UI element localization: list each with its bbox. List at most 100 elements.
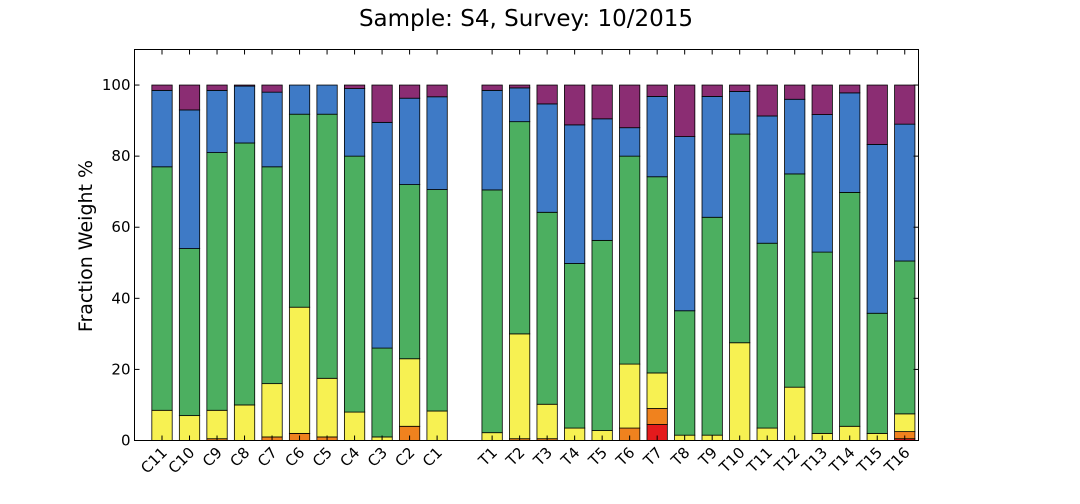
- y-axis-ticks: 0 20 40 60 80 100: [102, 76, 919, 450]
- bar-segment: [619, 155, 641, 365]
- bar-segment: [316, 113, 338, 379]
- bar-segment: [233, 85, 256, 144]
- x-tick-label: T4: [557, 444, 584, 471]
- bar-segment: [756, 242, 778, 429]
- x-tick-label: C2: [392, 444, 419, 471]
- y-tick-label: 80: [111, 147, 130, 165]
- y-tick-label: 60: [111, 218, 130, 236]
- bar-segment: [536, 103, 558, 213]
- bar-segment: [674, 310, 696, 436]
- bar-segment: [646, 372, 668, 409]
- bar-segment: [564, 124, 586, 264]
- bar-segment: [481, 89, 503, 191]
- x-tick-label: C8: [226, 444, 253, 471]
- x-tick-label: C6: [281, 444, 308, 471]
- bar-segment: [701, 216, 723, 436]
- bar-segment: [646, 176, 668, 374]
- bar-segment: [756, 115, 778, 244]
- bar-segment: [784, 98, 806, 175]
- x-tick-label: T12: [770, 444, 803, 477]
- bar-segment: [701, 96, 723, 218]
- x-tick-label: T2: [502, 444, 529, 471]
- bar-segment: [784, 386, 806, 441]
- x-tick-label: T15: [853, 444, 886, 477]
- bar-segment: [151, 89, 173, 168]
- bar-segment: [426, 189, 448, 412]
- bar-segment: [206, 409, 228, 440]
- x-tick-label: T13: [798, 444, 831, 477]
- bar-segment: [178, 248, 201, 417]
- bar-segment: [729, 91, 751, 135]
- bar-segment: [371, 347, 393, 438]
- bar-segment: [784, 84, 806, 100]
- bar-segment: [674, 136, 696, 312]
- bar-segment: [729, 342, 751, 441]
- bar-segment: [894, 123, 916, 262]
- bar-segment: [481, 84, 503, 91]
- bar-segment: [509, 87, 531, 123]
- bar-segment: [646, 84, 668, 97]
- bar-segment: [426, 84, 448, 98]
- bar-segment: [811, 251, 833, 434]
- bar-segment: [399, 184, 421, 360]
- bar-segment: [894, 84, 916, 125]
- bar-segment: [371, 84, 393, 123]
- bar-segment: [674, 84, 696, 137]
- bar-segment: [206, 152, 228, 411]
- bar-segment: [343, 84, 366, 90]
- bar-segment: [233, 84, 256, 87]
- x-tick-label: T5: [584, 444, 611, 471]
- bar-segment: [343, 155, 366, 413]
- bar-segment: [811, 84, 833, 115]
- bar-segment: [481, 189, 503, 434]
- x-tick-label: T10: [715, 444, 748, 477]
- bar-segment: [619, 127, 641, 157]
- bar-segment: [288, 84, 311, 115]
- bar-segment: [811, 114, 833, 253]
- bar-segment: [591, 239, 613, 431]
- bar-segment: [261, 84, 283, 93]
- y-tick-label: 20: [111, 360, 130, 378]
- bar-segment: [509, 84, 531, 89]
- bar-segment: [426, 96, 448, 190]
- x-tick-label: C9: [199, 444, 226, 471]
- bar-segment: [178, 109, 201, 249]
- bar-segment: [564, 84, 586, 126]
- bar-segment: [536, 84, 558, 105]
- bar-segment: [591, 118, 613, 241]
- x-tick-label: T3: [529, 444, 556, 471]
- x-tick-label: T1: [474, 444, 501, 471]
- bar-segment: [509, 333, 531, 440]
- bar-segment: [839, 92, 861, 193]
- bar-segment: [756, 84, 778, 117]
- y-axis-label: Fraction Weight %: [75, 160, 97, 332]
- bar-segment: [866, 84, 888, 145]
- x-tick-label: T6: [612, 444, 639, 471]
- y-tick-label: 100: [102, 76, 131, 94]
- bar-segment: [619, 363, 641, 429]
- x-tick-label: C7: [254, 444, 281, 471]
- bar-segment: [233, 142, 256, 406]
- bars-layer: [151, 84, 916, 441]
- bar-segment: [399, 84, 421, 99]
- bar-segment: [399, 97, 421, 185]
- x-tick-label: T8: [667, 444, 694, 471]
- bar-segment: [261, 383, 283, 438]
- x-tick-label: T16: [880, 444, 913, 477]
- bar-segment: [261, 166, 283, 385]
- x-tick-label: C1: [419, 444, 446, 471]
- chart-title: Sample: S4, Survey: 10/2015: [359, 6, 693, 32]
- bar-segment: [316, 84, 338, 115]
- x-tick-label: T9: [694, 444, 721, 471]
- bar-segment: [343, 88, 366, 157]
- bar-segment: [509, 121, 531, 335]
- x-tick-label: T14: [825, 444, 858, 477]
- y-tick-label: 0: [121, 432, 131, 450]
- x-tick-label: T7: [639, 444, 666, 471]
- bar-segment: [646, 96, 668, 178]
- x-tick-label: T11: [743, 444, 776, 477]
- bar-segment: [536, 211, 558, 405]
- bar-segment: [399, 358, 421, 427]
- bar-segment: [151, 84, 173, 91]
- bar-segment: [564, 263, 586, 429]
